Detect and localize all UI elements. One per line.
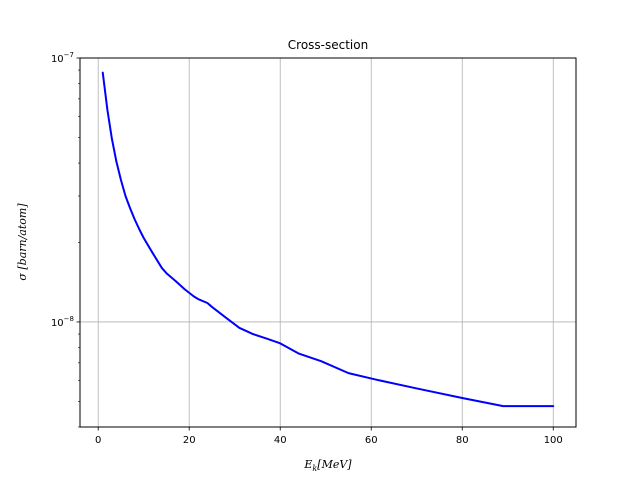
x-tick-label: 40 [274,435,287,446]
x-axis-label-main: E [303,458,312,471]
y-tick-label: 10−8 [51,315,74,329]
x-axis-label-unit: [MeV] [317,458,352,471]
series-layer [101,71,555,408]
x-axis-label: Ek[MeV] [303,458,352,473]
x-tick-label: 80 [456,435,469,446]
x-axis-label-sub: k [312,464,317,473]
x-tick-label: 100 [544,435,563,446]
cross-section-line [101,71,555,408]
x-axis-ticks: 0 20 40 60 80 100 [95,427,563,446]
y-axis-label: σ [barn/atom] [16,203,29,281]
y-tick-exponent: −8 [64,315,74,323]
y-axis-ticks: 10−810−7 [51,51,80,428]
grid-lines [80,57,576,427]
y-tick-label: 10−7 [51,51,74,65]
x-tick-label: 60 [365,435,378,446]
y-tick-exponent: −7 [64,51,74,59]
y-tick-base: 10 [51,318,64,329]
chart-title: Cross-section [288,38,368,52]
x-tick-label: 20 [183,435,196,446]
x-tick-label: 0 [95,435,101,446]
y-tick-base: 10 [51,54,64,65]
